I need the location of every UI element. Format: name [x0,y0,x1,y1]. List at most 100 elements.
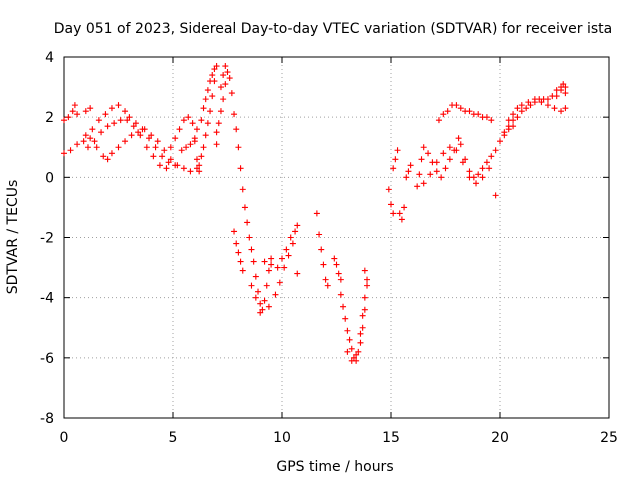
data-point [172,162,179,169]
data-point [388,201,394,208]
data-point [89,126,96,133]
data-point [518,102,525,109]
data-point [444,108,451,115]
data-point [514,114,521,121]
data-point [403,174,410,181]
data-point [71,102,78,109]
data-point [217,108,224,115]
data-point [198,117,205,124]
data-point [544,102,551,109]
data-point [248,282,255,289]
data-point [344,348,351,355]
data-point [213,141,220,148]
data-point [84,144,91,151]
data-point [438,174,445,181]
x-tick-labels: 0 5 10 15 20 25 [60,430,618,446]
data-point [294,222,301,229]
data-point [392,156,399,163]
data-point [207,108,214,115]
data-point [322,276,329,283]
data-point [418,156,425,163]
y-tick-label: -4 [40,291,54,307]
data-point [316,231,323,238]
data-point [259,306,266,313]
x-tick-label: 15 [382,430,400,446]
data-point [163,165,170,172]
x-axis-label: GPS time / hours [276,459,393,475]
data-point [514,105,521,112]
data-point [65,114,72,121]
data-point [80,138,87,145]
data-point [390,210,397,217]
data-point [191,135,198,142]
data-point [104,123,111,130]
y-tick-label: 2 [45,110,54,126]
data-point [209,72,216,79]
data-point [337,276,344,283]
data-point [231,228,238,235]
data-point [257,309,264,316]
data-point [320,261,327,268]
data-point [226,75,233,82]
data-point [237,165,244,172]
data-point [115,102,122,109]
data-point [82,132,89,139]
data-point [233,240,240,247]
data-point [204,87,211,94]
data-point [473,180,480,187]
data-point [104,156,111,163]
data-point [82,108,89,115]
data-point [390,165,397,172]
data-point [228,90,235,97]
data-point [172,135,179,142]
data-point [425,150,432,157]
data-point [257,300,264,307]
data-point [178,147,185,154]
data-point [255,288,262,295]
data-point [440,150,447,157]
data-point [361,306,368,313]
data-point [213,129,220,136]
data-point [442,165,449,172]
data-point [159,153,166,160]
data-point [156,162,163,169]
data-point [398,216,405,223]
data-point [455,135,462,142]
data-point [165,159,172,166]
data-point [333,261,340,268]
data-point [213,63,220,70]
data-point [420,144,427,151]
data-point [475,111,482,118]
data-point [202,96,209,103]
x-tick-label: 0 [60,430,69,446]
data-point [560,81,567,88]
data-point [497,138,503,145]
data-point [364,276,371,283]
data-point [200,144,207,151]
data-point [348,357,355,364]
data-point [281,264,288,271]
data-point [137,132,144,139]
data-point [196,162,203,169]
data-point [276,279,283,286]
data-point [200,105,207,112]
x-tick-label: 25 [600,430,618,446]
data-point [433,159,440,166]
data-point [479,174,486,181]
data-point [211,78,218,85]
data-point [211,66,218,73]
data-point [427,171,434,178]
data-point [215,120,222,127]
data-point [185,114,192,121]
data-point [263,282,270,289]
y-tick-label: -2 [40,231,54,247]
data-point [233,126,240,133]
data-point [510,111,517,118]
data-point [488,153,495,160]
data-point [239,267,246,274]
data-point [518,108,525,115]
y-tick-label: -8 [40,411,54,427]
data-point [538,99,545,106]
data-point [492,192,499,199]
data-point [483,159,490,166]
